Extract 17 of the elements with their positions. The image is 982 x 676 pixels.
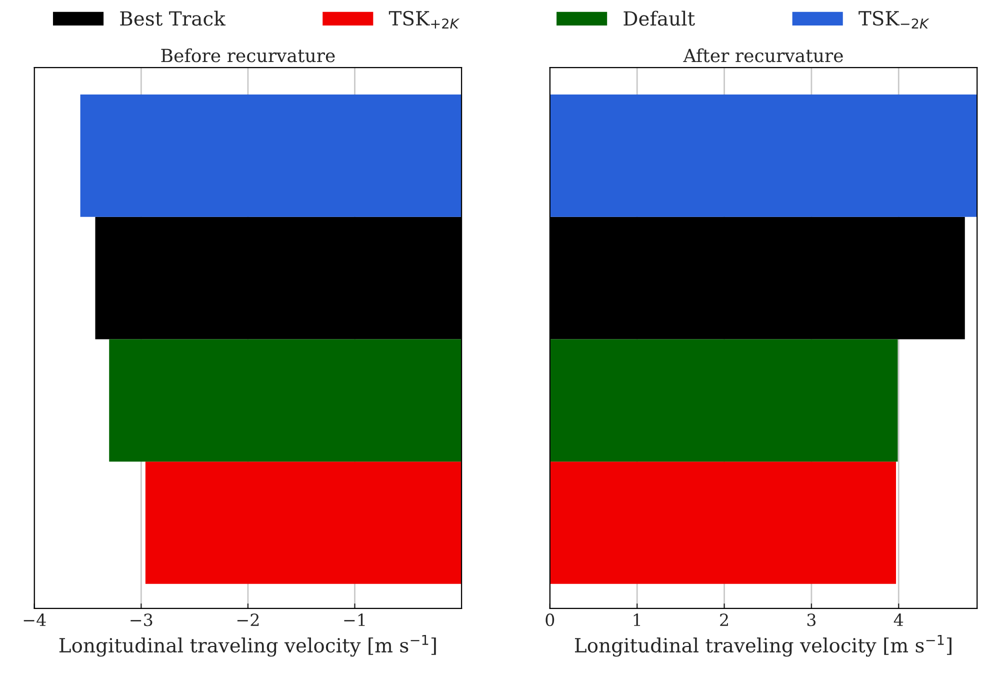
legend-label: Best Track xyxy=(120,10,226,26)
x-tick-label: 3 xyxy=(807,614,816,626)
x-tick-label: 0 xyxy=(546,614,554,626)
x-tick-label: −1 xyxy=(344,614,365,626)
chart-title: After recurvature xyxy=(683,48,843,62)
x-tick-label: −3 xyxy=(130,614,152,626)
legend-label: TSK$_{−2K}$ xyxy=(858,10,930,29)
chart-title: Before recurvature xyxy=(161,48,335,62)
legend-label: Default xyxy=(624,10,695,26)
x-tick-label: −4 xyxy=(24,614,46,626)
x-tick-label: 1 xyxy=(634,614,640,626)
x-axis-title: Longitudinal traveling velocity [m s$^{−1}$] xyxy=(574,634,952,657)
x-tick-label: 2 xyxy=(720,614,728,626)
x-tick-label: 4 xyxy=(894,614,904,626)
legend-label: TSK$_{+2K}$ xyxy=(388,10,460,29)
x-tick-label: −2 xyxy=(237,614,259,626)
x-axis-title: Longitudinal traveling velocity [m s$^{−1}$] xyxy=(59,634,436,657)
